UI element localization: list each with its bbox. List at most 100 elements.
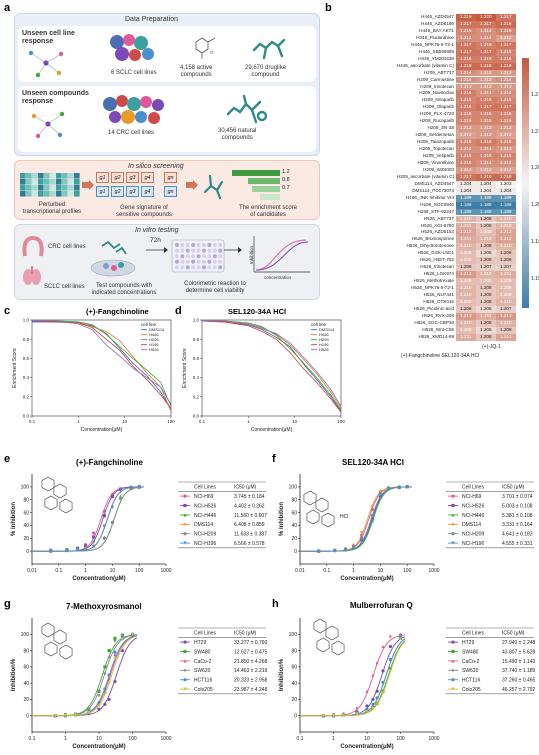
inhibition-axis-label: Inhibition (249, 245, 254, 264)
heatmap-cell: 1.207 (496, 305, 516, 313)
table-cell-line: NCI-H209 (462, 532, 484, 538)
table-ic50: 20.323 ± 2.958 (234, 678, 268, 684)
heatmap-cell: 1.216 (496, 55, 516, 63)
table-ic50: 12.627 ± 0.475 (234, 649, 268, 655)
concentration-axis-label: concentration (264, 275, 292, 280)
gene-signature-boxes: g1 g2 g3 g4 gn g1 g2 g3 g4 gn (96, 172, 186, 202)
data-point (183, 513, 187, 517)
fitted-curve (300, 638, 406, 717)
y-tick-label: 40 (291, 681, 297, 687)
heatmap-row-label: H526_AZD5153 (421, 229, 454, 235)
fitted-curve (32, 635, 138, 717)
enrichment-bar (260, 194, 280, 200)
x-tick-label: 100 (396, 736, 405, 742)
heatmap-cell: 1.215 (456, 97, 476, 105)
heatmap-cell: 1.210 (496, 243, 516, 251)
heatmap-row-label: H526_ABT737 (423, 215, 454, 221)
data-point (381, 689, 385, 693)
data-point (381, 691, 385, 695)
fitted-curve (32, 635, 138, 717)
table-cell-line: CaCo-2 (462, 659, 479, 665)
heatmap-row-label: H209_Serdemetan (415, 132, 454, 138)
plate-well (191, 259, 196, 264)
ring (303, 490, 317, 506)
compound-network-icon (31, 111, 65, 139)
colorbar-tick-label: 1.205 (531, 165, 539, 172)
heatmap-cell: 1.203 (496, 180, 516, 188)
x-tick-label: 100 (337, 419, 345, 424)
heatmap-cell: 1.213 (496, 146, 516, 153)
plate-well (202, 254, 206, 259)
data-point (370, 519, 374, 523)
heatmap-cell: 1.215 (496, 27, 516, 35)
heatmap-cell: 1.208 (476, 257, 496, 265)
y-axis-label: Enrichment Score (182, 348, 188, 388)
heatmap-cell: 1.213 (496, 312, 516, 320)
colorbar-tick-label: 1.215 (531, 91, 539, 98)
plate-well (175, 248, 179, 253)
data-point (451, 640, 455, 644)
data-point (343, 547, 348, 551)
ring (325, 625, 339, 641)
data-point (183, 640, 187, 644)
heatmap-cell: 1.204 (476, 187, 496, 195)
heatmap-row-label: H446_ascorbate (vitamin C) (396, 62, 454, 68)
heatmap-cell: 1.212 (496, 229, 516, 237)
heatmap-cell: 1.206 (476, 250, 496, 258)
profile-cell (62, 179, 68, 185)
plate-well (207, 254, 212, 259)
y-axis-label: Inhibition% (11, 658, 17, 691)
heatmap-cell: 1.216 (456, 55, 476, 63)
profile-cell (56, 173, 62, 179)
heatmap: H446_AZD4547 1.219 1.220 1.217 H446_AZD6186 1… (326, 14, 539, 364)
profile-cell (62, 185, 68, 191)
series-line (32, 320, 172, 405)
heatmap-cell: 1.218 (496, 173, 516, 181)
well-plate-icon (171, 239, 225, 273)
data-point (102, 525, 106, 529)
heatmap-cell: 1.218 (476, 173, 496, 181)
profile-cell (56, 185, 62, 191)
heatmap-cell: 1.204 (496, 187, 516, 195)
gene-box: g2 (111, 186, 124, 197)
table-header: IC50 (μM) (234, 485, 257, 491)
table-cell-line: SW620 (462, 668, 479, 674)
profile-cell (20, 173, 26, 179)
plate-well (218, 265, 223, 270)
gene-box: g4 (141, 186, 154, 197)
profile-cell (26, 173, 32, 179)
data-point (87, 707, 91, 711)
heatmap-cell: 1.210 (496, 298, 516, 306)
heatmap-cell: 1.189 (496, 208, 516, 216)
table-cell-line: SW480 (194, 649, 211, 655)
heatmap-cell: 1.208 (476, 243, 496, 251)
data-point (75, 547, 80, 551)
gene-box: gn (164, 172, 177, 183)
data-point (451, 522, 455, 526)
table-cell-line: NCI-H526 (462, 503, 484, 509)
heatmap-cell: 1.208 (476, 215, 496, 223)
y-tick-label: 80 (291, 648, 297, 654)
heatmap-row-label: H446_NPK76-II-72-1 (411, 41, 454, 47)
data-point (113, 639, 117, 643)
candidate-molecule-icon (203, 174, 224, 200)
plate-well (196, 254, 201, 259)
y-tick-label: 0.0 (193, 414, 200, 419)
data-point (388, 669, 393, 673)
heatmap-row-label: H526_SGC-CBP30 (414, 319, 454, 325)
heatmap-cell: 1.212 (456, 132, 476, 140)
profile-cell (74, 179, 80, 185)
data-point (375, 689, 379, 693)
data-point (107, 648, 111, 653)
plate-well (218, 243, 223, 247)
ring (44, 495, 58, 511)
table-cell-line: NCI-H526 (194, 503, 216, 509)
table-cell-line: HCT116 (194, 678, 212, 684)
x-tick-label: 10 (292, 419, 298, 424)
x-axis-label: Concentration(μM) (72, 576, 125, 582)
heatmap-row-label: H209_Veliparib (422, 153, 454, 158)
y-tick-label: 100 (289, 485, 298, 491)
x-tick-label: 1 (84, 568, 87, 574)
data-point (451, 541, 455, 545)
fitted-curve (32, 486, 144, 552)
